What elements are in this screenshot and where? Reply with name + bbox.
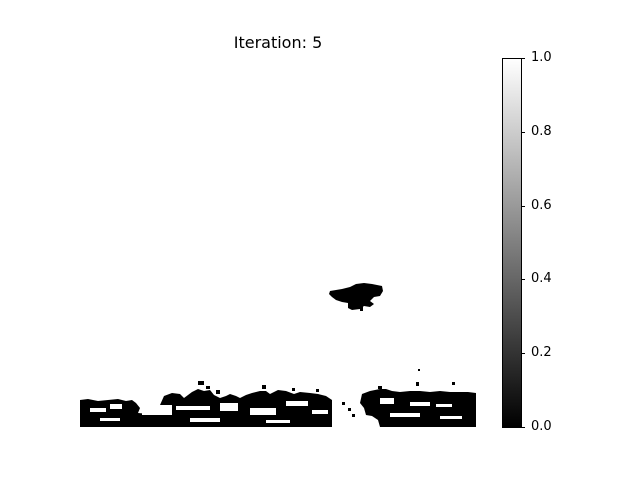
colorbar-gradient bbox=[503, 59, 521, 427]
colorbar-tick bbox=[521, 353, 525, 354]
chart-title: Iteration: 5 bbox=[233, 33, 323, 52]
segmentation-image bbox=[80, 58, 476, 427]
floating-blob bbox=[329, 283, 383, 310]
colorbar-tick bbox=[521, 58, 525, 59]
segmentation-svg bbox=[80, 58, 476, 427]
colorbar-tick bbox=[521, 279, 525, 280]
colorbar-tick-label: 0.0 bbox=[531, 419, 552, 434]
colorbar-tick-label: 1.0 bbox=[531, 50, 552, 65]
colorbar-tick-label: 0.2 bbox=[531, 345, 552, 360]
colorbar-tick bbox=[521, 132, 525, 133]
colorbar-tick bbox=[521, 427, 525, 428]
colorbar-tick-label: 0.6 bbox=[531, 198, 552, 213]
colorbar-tick-label: 0.8 bbox=[531, 124, 552, 139]
colorbar-tick-label: 0.4 bbox=[531, 271, 552, 286]
colorbar bbox=[502, 58, 522, 428]
band-holes bbox=[90, 398, 462, 423]
image-background bbox=[80, 58, 476, 427]
colorbar-tick bbox=[521, 206, 525, 207]
